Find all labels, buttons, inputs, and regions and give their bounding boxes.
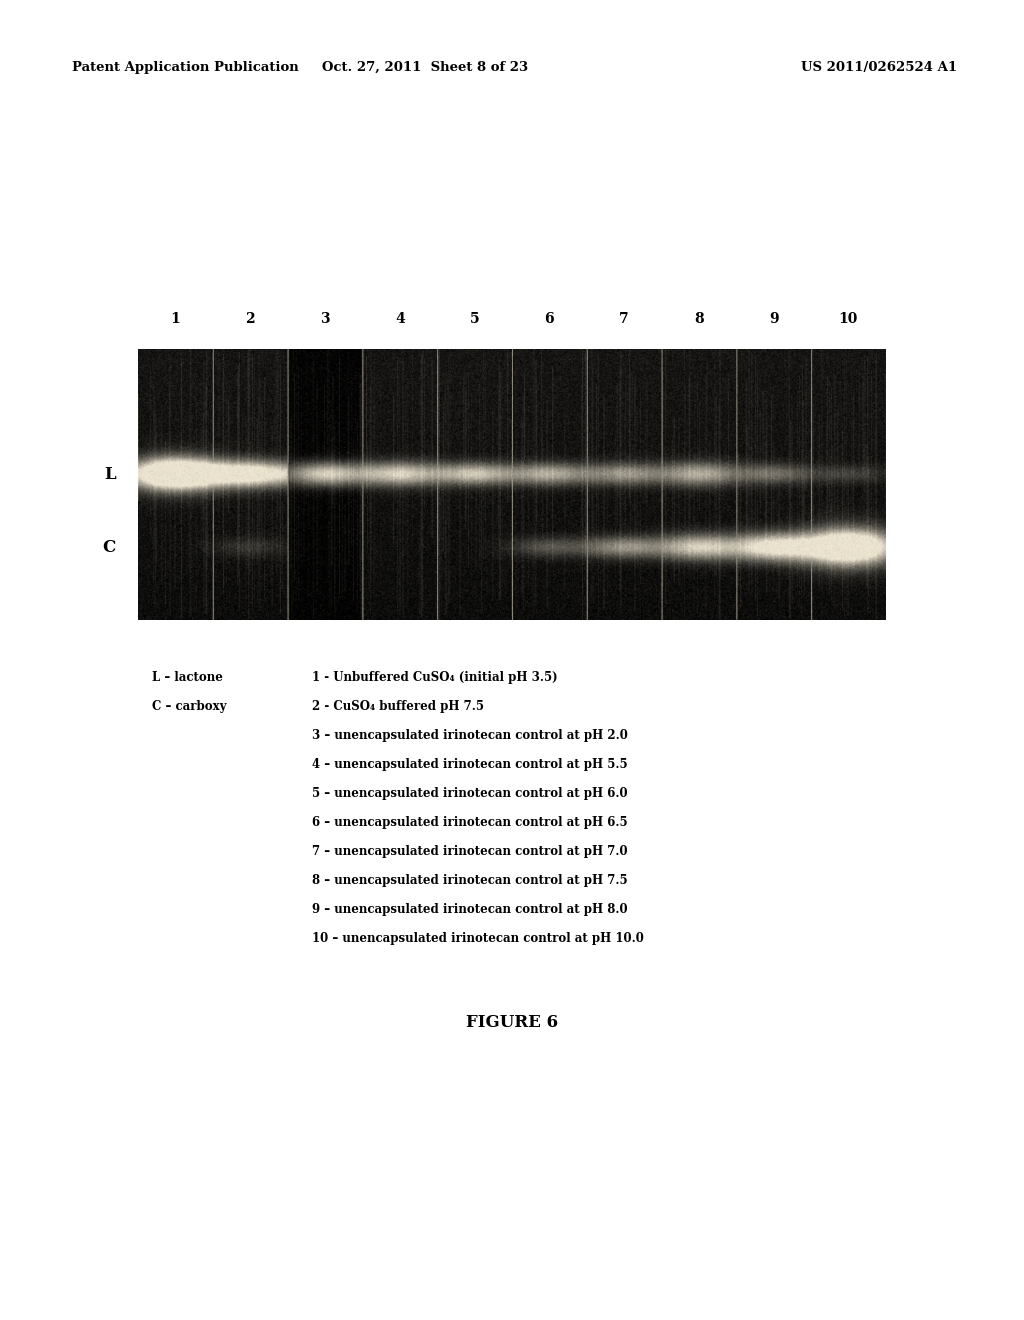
Text: 7 – unencapsulated irinotecan control at pH 7.0: 7 – unencapsulated irinotecan control at…: [312, 845, 628, 858]
Text: US 2011/0262524 A1: US 2011/0262524 A1: [802, 61, 957, 74]
Text: Oct. 27, 2011  Sheet 8 of 23: Oct. 27, 2011 Sheet 8 of 23: [322, 61, 528, 74]
Text: 5: 5: [470, 312, 479, 326]
Text: L – lactone: L – lactone: [152, 671, 222, 684]
Text: 2 - CuSO₄ buffered pH 7.5: 2 - CuSO₄ buffered pH 7.5: [312, 700, 484, 713]
Text: 10: 10: [839, 312, 858, 326]
Text: 2: 2: [246, 312, 255, 326]
Text: 3: 3: [321, 312, 330, 326]
Text: Patent Application Publication: Patent Application Publication: [72, 61, 298, 74]
Text: 1 - Unbuffered CuSO₄ (initial pH 3.5): 1 - Unbuffered CuSO₄ (initial pH 3.5): [312, 671, 558, 684]
Text: L: L: [104, 466, 116, 483]
Text: 10 – unencapsulated irinotecan control at pH 10.0: 10 – unencapsulated irinotecan control a…: [312, 932, 644, 945]
Text: 5 – unencapsulated irinotecan control at pH 6.0: 5 – unencapsulated irinotecan control at…: [312, 787, 628, 800]
Text: 8: 8: [694, 312, 703, 326]
Text: 4 – unencapsulated irinotecan control at pH 5.5: 4 – unencapsulated irinotecan control at…: [312, 758, 628, 771]
Text: 7: 7: [620, 312, 629, 326]
Text: 1: 1: [171, 312, 180, 326]
Text: FIGURE 6: FIGURE 6: [466, 1014, 558, 1031]
Text: 6: 6: [545, 312, 554, 326]
Text: 6 – unencapsulated irinotecan control at pH 6.5: 6 – unencapsulated irinotecan control at…: [312, 816, 628, 829]
Text: 9 – unencapsulated irinotecan control at pH 8.0: 9 – unencapsulated irinotecan control at…: [312, 903, 628, 916]
Text: 4: 4: [395, 312, 404, 326]
Text: C – carboxy: C – carboxy: [152, 700, 226, 713]
Text: 3 – unencapsulated irinotecan control at pH 2.0: 3 – unencapsulated irinotecan control at…: [312, 729, 628, 742]
Text: 9: 9: [769, 312, 778, 326]
Text: 8 – unencapsulated irinotecan control at pH 7.5: 8 – unencapsulated irinotecan control at…: [312, 874, 628, 887]
Text: C: C: [102, 539, 116, 556]
